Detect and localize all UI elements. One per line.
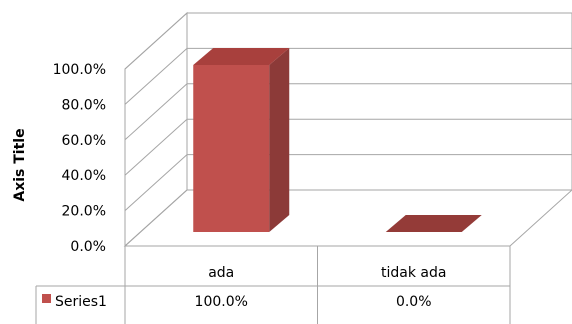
bar-top-face — [193, 48, 290, 65]
data-table-cell: 0.0% — [396, 294, 432, 310]
y-axis-title: Axis Title — [12, 128, 28, 201]
y-tick-label: 40.0% — [62, 168, 106, 184]
data-table: ada tidak ada 100.0% 0.0% Series1 — [35, 246, 511, 324]
y-tick-label: 0.0% — [70, 239, 106, 255]
x-category-label: ada — [208, 265, 234, 281]
y-tick-label: 80.0% — [62, 97, 106, 113]
gridline — [124, 189, 572, 247]
y-tick-label: 60.0% — [62, 133, 106, 149]
gridline — [124, 83, 572, 141]
gridline — [124, 47, 572, 105]
legend-key-label: Series1 — [55, 294, 107, 310]
y-axis-ticks: 0.0% 20.0% 40.0% 60.0% 80.0% 100.0% — [53, 62, 106, 255]
gridline — [124, 118, 572, 176]
gridlines — [124, 12, 572, 247]
bar-top-face — [385, 215, 482, 232]
legend-key-swatch — [42, 294, 51, 303]
bar-front-face — [193, 65, 270, 232]
floor — [123, 189, 572, 247]
y-tick-label: 20.0% — [62, 204, 106, 220]
bars — [193, 48, 482, 232]
y-tick-label: 100.0% — [53, 62, 106, 78]
gridline — [124, 154, 572, 211]
x-category-label: tidak ada — [381, 265, 446, 281]
bar-side-face — [269, 48, 290, 232]
gridline — [124, 12, 572, 70]
data-table-cell: 100.0% — [195, 294, 248, 310]
